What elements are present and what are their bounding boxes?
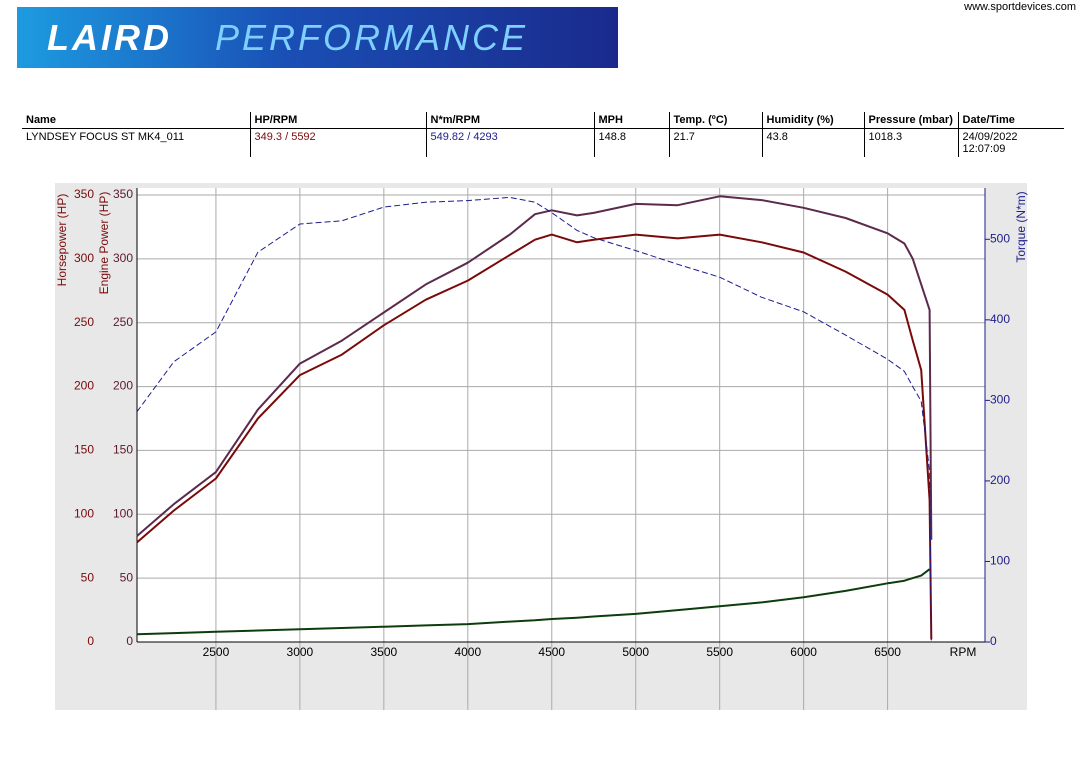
y-tick-label: 300	[74, 251, 94, 265]
column-header: Pressure (mbar)	[863, 112, 958, 129]
y2-tick-label: 400	[990, 312, 1010, 326]
y-axis-label: Horsepower (HP)	[55, 194, 69, 287]
site-url: www.sportdevices.com	[964, 1, 1076, 13]
y-tick-label: 0	[87, 634, 94, 648]
cell: LYNDSEY FOCUS ST MK4_011	[26, 131, 185, 143]
y-tick-label: 350	[74, 187, 94, 201]
series-line	[136, 568, 931, 636]
y2-tick-label: 200	[990, 473, 1010, 487]
y-tick-label: 300	[113, 251, 133, 265]
y-tick-label: 0	[126, 634, 133, 648]
y-tick-label: 250	[113, 315, 133, 329]
series-line	[136, 196, 932, 641]
logo: LAIRD PERFORMANCE	[17, 7, 618, 68]
x-tick-label: 6000	[790, 645, 817, 659]
cell: 349.3 / 5592	[249, 128, 426, 157]
x-axis-label: RPM	[950, 645, 977, 659]
logo-bold: LAIRD	[47, 17, 172, 58]
y2-axis-label: Torque (N*m)	[1014, 191, 1028, 262]
cell: 1018.3	[863, 128, 958, 157]
y-tick-label: 50	[120, 570, 134, 584]
y2-tick-label: 0	[990, 634, 997, 648]
y-tick-label: 350	[113, 187, 133, 201]
y-tick-label: 200	[113, 379, 133, 393]
cell: 148.8	[593, 128, 669, 157]
x-tick-label: 4500	[538, 645, 565, 659]
y-tick-label: 100	[113, 506, 133, 520]
series-line	[136, 195, 933, 540]
y-axis-label: Engine Power (HP)	[97, 192, 111, 295]
x-tick-label: 5000	[622, 645, 649, 659]
y2-tick-label: 300	[990, 393, 1010, 407]
plot-area	[137, 188, 985, 642]
series-line	[136, 233, 933, 640]
column-header: HP/RPM	[249, 112, 426, 129]
y-tick-label: 50	[81, 570, 95, 584]
y2-tick-label: 100	[990, 554, 1010, 568]
cell: 24/09/2022 12:07:09	[957, 128, 1064, 157]
x-tick-label: 3000	[287, 645, 314, 659]
x-tick-label: 4000	[454, 645, 481, 659]
column-header: N*m/RPM	[425, 112, 594, 129]
y-tick-label: 250	[74, 315, 94, 329]
x-tick-label: 2500	[203, 645, 230, 659]
y-tick-label: 200	[74, 379, 94, 393]
x-tick-label: 5500	[706, 645, 733, 659]
column-header: Name	[22, 112, 250, 129]
x-tick-label: 6500	[874, 645, 901, 659]
column-header: Date/Time	[957, 112, 1064, 129]
y2-tick-label: 500	[990, 231, 1010, 245]
y-tick-label: 150	[113, 443, 133, 457]
y-tick-label: 150	[74, 443, 94, 457]
column-header: Temp. (ºC)	[668, 112, 762, 129]
y-tick-label: 100	[74, 506, 94, 520]
x-tick-label: 3500	[370, 645, 397, 659]
run-table: Name HP/RPM N*m/RPM MPH Temp. (ºC) Humidity (…	[22, 112, 1064, 157]
logo-light: PERFORMANCE	[215, 17, 529, 58]
cell: 21.7	[668, 128, 762, 157]
cell: 43.8	[761, 128, 864, 157]
column-header: Humidity (%)	[761, 112, 864, 129]
column-header: MPH	[593, 112, 669, 129]
cell: 549.82 / 4293	[425, 128, 594, 157]
